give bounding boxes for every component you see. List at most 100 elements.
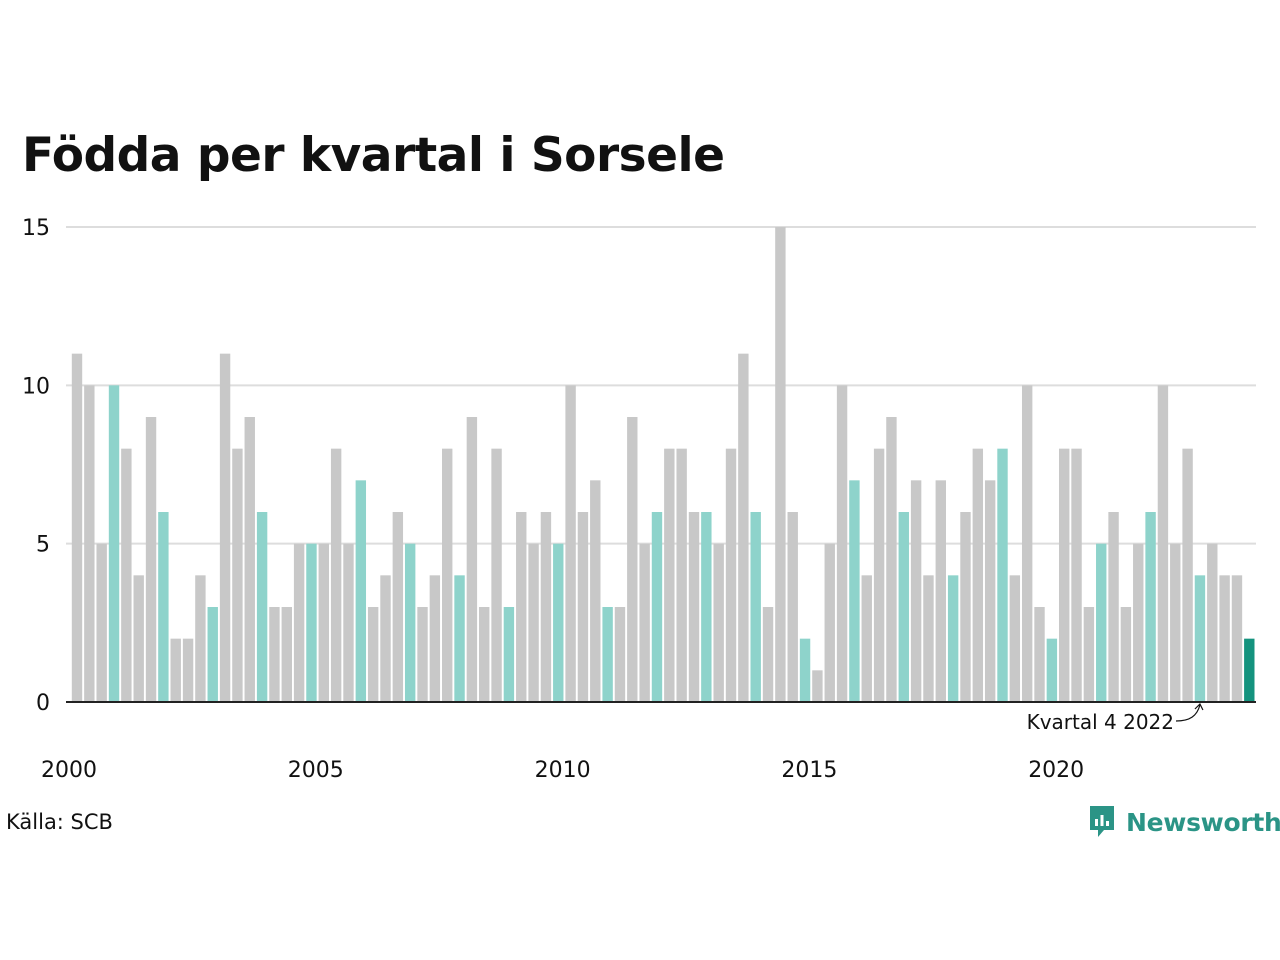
bar (1059, 448, 1070, 702)
bar (404, 543, 416, 702)
bar (516, 512, 527, 702)
bar (232, 448, 243, 702)
bar (1108, 512, 1119, 702)
bar (84, 385, 95, 702)
bar (775, 227, 786, 702)
bar (207, 607, 218, 702)
bar (824, 543, 835, 702)
bar (1096, 543, 1107, 702)
bar (269, 607, 280, 702)
bar (861, 575, 872, 702)
bar (256, 512, 268, 702)
x-tick-label: 2005 (288, 758, 344, 783)
bar (1046, 638, 1058, 702)
bar (762, 607, 774, 702)
bar (367, 607, 379, 702)
bar (479, 607, 490, 702)
bar (1219, 575, 1230, 702)
bar (330, 448, 342, 702)
bar (1009, 575, 1021, 702)
bar (219, 353, 231, 702)
bar (836, 385, 848, 702)
bar (614, 607, 626, 702)
bar (713, 543, 724, 702)
annotation: Kvartal 4 2022 (1027, 702, 1204, 734)
bar (454, 575, 465, 702)
bar (947, 575, 959, 702)
bar (1182, 448, 1193, 702)
y-tick-label: 10 (22, 374, 50, 399)
bar (540, 512, 552, 702)
bar (442, 448, 453, 702)
bar (590, 480, 601, 702)
bar (577, 512, 589, 702)
bar (972, 448, 984, 702)
brand-name: Newsworthy (1126, 807, 1280, 837)
bar (639, 543, 650, 702)
x-tick-label: 2010 (535, 758, 591, 783)
bar (873, 448, 885, 702)
bar (627, 417, 638, 702)
bar (145, 417, 157, 702)
bar (701, 512, 712, 702)
bar (121, 448, 132, 702)
bar (910, 480, 922, 702)
bar (1145, 512, 1156, 702)
bar (676, 448, 687, 702)
bar (1170, 543, 1181, 702)
bar (1157, 385, 1169, 702)
y-tick-label: 5 (36, 533, 50, 558)
source-label: Källa: SCB (6, 810, 113, 834)
bar (898, 512, 909, 702)
x-tick-label: 2015 (781, 758, 837, 783)
bar (96, 543, 107, 702)
bar (960, 512, 971, 702)
bar (935, 480, 946, 702)
bar (1231, 575, 1243, 702)
bar (503, 607, 515, 702)
bar (738, 353, 749, 702)
annotation-label: Kvartal 4 2022 (1027, 710, 1174, 734)
bar (651, 512, 663, 702)
bar (133, 575, 144, 702)
bar (1244, 638, 1255, 702)
bar (602, 607, 613, 702)
bar (355, 480, 367, 702)
bar (750, 512, 761, 702)
bar (565, 385, 576, 702)
chart-title: Födda per kvartal i Sorsele (22, 128, 725, 183)
newsworthy-logo-icon (1090, 806, 1114, 837)
bar (343, 543, 354, 702)
bar (158, 512, 169, 702)
bar (1133, 543, 1144, 702)
bar (392, 512, 404, 702)
bar (318, 543, 329, 702)
bar (1034, 607, 1045, 702)
x-tick-label: 2000 (41, 758, 97, 783)
bar (244, 417, 255, 702)
bar (812, 670, 823, 702)
y-tick-label: 15 (22, 216, 50, 241)
bar (984, 480, 996, 702)
bar (1071, 448, 1082, 702)
bar (787, 512, 798, 702)
bar (1021, 385, 1033, 702)
bar (553, 543, 564, 702)
axes: 0 5 10 15 2000 2005 2010 2015 2020 (22, 216, 1256, 783)
y-tick-label: 0 (36, 691, 50, 716)
bar (799, 638, 811, 702)
bar (886, 417, 897, 702)
bar (688, 512, 700, 702)
bar (528, 543, 539, 702)
annotation-arrow (1175, 704, 1201, 722)
bar (195, 575, 206, 702)
bar (306, 543, 317, 702)
bar (1207, 543, 1218, 702)
bar (182, 638, 194, 702)
annotation-arrowhead (1194, 702, 1204, 711)
x-tick-label: 2020 (1028, 758, 1084, 783)
bar (725, 448, 737, 702)
bars (71, 227, 1255, 702)
bar (1083, 607, 1095, 702)
